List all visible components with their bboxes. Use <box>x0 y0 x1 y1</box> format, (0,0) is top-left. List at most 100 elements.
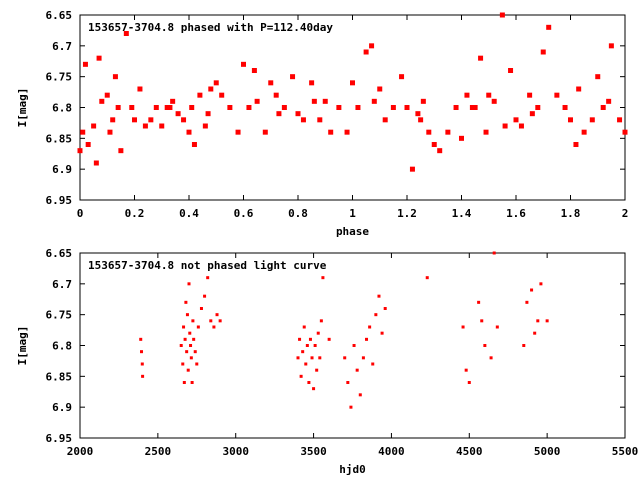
y-tick-label: 6.7 <box>52 40 72 53</box>
data-point <box>140 362 144 366</box>
data-point <box>371 98 377 104</box>
y-tick-label: 6.85 <box>46 370 73 383</box>
data-point <box>352 344 356 347</box>
y-tick-label: 6.95 <box>46 432 73 445</box>
data-point <box>183 337 187 341</box>
data-point <box>85 142 91 147</box>
data-point <box>182 325 186 329</box>
x-tick-label: 0 <box>77 207 84 220</box>
data-point <box>317 117 323 123</box>
data-point <box>123 31 129 36</box>
x-tick-label: 1.4 <box>452 207 472 220</box>
data-point <box>617 117 623 123</box>
data-point <box>355 368 359 372</box>
data-point <box>315 368 319 372</box>
data-point <box>486 92 492 98</box>
data-point <box>420 98 426 104</box>
y-tick-label: 6.7 <box>52 278 72 291</box>
data-point <box>299 374 303 378</box>
data-point <box>182 381 186 384</box>
data-point <box>164 105 170 110</box>
data-point <box>213 80 219 86</box>
data-point <box>302 325 306 329</box>
data-point <box>142 123 148 129</box>
data-point <box>513 117 519 123</box>
data-point <box>189 105 195 110</box>
y-tick-label: 6.65 <box>46 247 73 260</box>
data-point <box>363 49 369 55</box>
data-point <box>321 276 325 280</box>
x-tick-label: 0.8 <box>288 207 308 220</box>
data-point <box>290 74 296 80</box>
data-point <box>307 381 311 384</box>
data-point <box>170 98 176 104</box>
data-point <box>343 356 347 360</box>
data-point <box>246 105 252 110</box>
y-tick-label: 6.65 <box>46 9 73 22</box>
data-point <box>191 319 195 323</box>
y-tick-label: 6.75 <box>46 71 73 84</box>
x-tick-label: 0.2 <box>125 207 145 220</box>
data-point <box>346 381 350 384</box>
data-point <box>273 92 279 98</box>
data-point <box>203 294 207 298</box>
data-point <box>581 129 587 135</box>
data-point <box>186 368 190 372</box>
data-point <box>254 98 260 104</box>
data-point <box>415 111 421 117</box>
data-point <box>301 350 305 354</box>
data-point <box>129 105 135 110</box>
data-point <box>215 313 219 317</box>
data-point <box>281 105 287 110</box>
data-point <box>377 294 381 298</box>
data-point <box>437 148 443 154</box>
data-point <box>522 344 526 347</box>
data-point <box>492 251 496 255</box>
data-point <box>276 111 282 117</box>
data-point <box>426 129 432 135</box>
data-point <box>461 325 465 329</box>
data-point <box>499 12 505 18</box>
x-tick-label: 0.6 <box>234 207 254 220</box>
data-point <box>187 282 191 286</box>
data-point <box>251 68 257 73</box>
data-point <box>425 276 429 280</box>
x-axis-label: hjd0 <box>339 463 366 476</box>
data-point <box>118 148 124 154</box>
data-point <box>167 105 173 110</box>
y-tick-label: 6.85 <box>46 132 73 145</box>
x-tick-label: 2000 <box>67 445 94 458</box>
data-point <box>445 129 451 135</box>
data-point <box>540 49 546 55</box>
data-point <box>190 381 194 384</box>
data-point <box>96 55 102 61</box>
data-point <box>304 362 308 366</box>
data-point <box>409 166 415 172</box>
data-point <box>529 111 535 117</box>
y-axis-label: I[mag] <box>16 326 29 366</box>
data-point <box>622 129 628 135</box>
data-point <box>192 337 196 341</box>
y-tick-label: 6.9 <box>52 163 72 176</box>
data-point <box>459 135 464 141</box>
data-point <box>489 356 493 360</box>
data-point <box>483 129 489 135</box>
data-point <box>483 344 487 347</box>
data-point <box>227 105 233 110</box>
data-point <box>189 344 193 347</box>
data-point <box>390 105 396 110</box>
data-point <box>358 393 362 397</box>
data-point <box>300 117 306 123</box>
data-point <box>219 92 225 98</box>
data-point <box>336 105 342 110</box>
data-point <box>110 117 116 123</box>
data-point <box>313 344 317 347</box>
data-point <box>141 374 145 378</box>
y-tick-label: 6.9 <box>52 401 72 414</box>
unphased-light-curve-panel: 2000 2500 3000 3500 4000 4500 5000 5500 6.65 6.7 6… <box>16 247 638 476</box>
data-point <box>477 300 481 304</box>
data-point <box>478 55 484 61</box>
data-point <box>191 142 197 147</box>
data-point <box>93 160 99 166</box>
plot-title: 153657-3704.8 not phased light curve <box>88 259 327 272</box>
